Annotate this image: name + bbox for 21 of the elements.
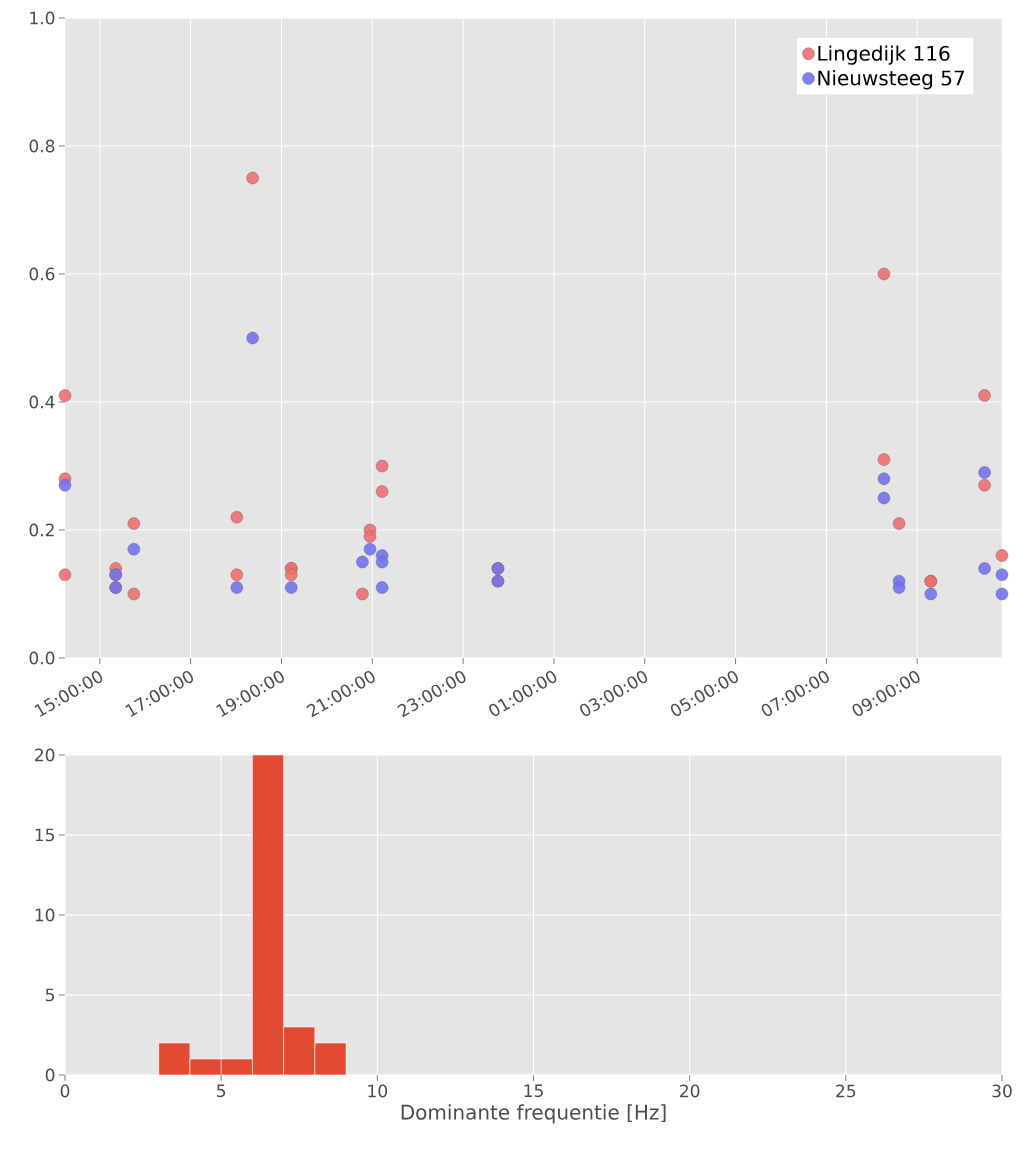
y-tick-label: 0.0 [29, 651, 55, 665]
y-tick-label: 0.8 [29, 139, 55, 153]
legend-label: Nieuwsteeg 57 [818, 70, 964, 90]
y-tick-label: 0.4 [29, 395, 55, 409]
x-tick-label: 20 [680, 1084, 700, 1098]
y-tick-label: 0.6 [29, 267, 55, 281]
x-tick-label: 25 [836, 1084, 856, 1098]
y-tick-label: 0.2 [29, 523, 54, 537]
y-tick-label: 1.0 [30, 11, 55, 25]
y-tick-label: 20 [35, 748, 55, 762]
x-tick-label: 15 [524, 1084, 543, 1098]
y-tick-label: 5 [45, 988, 54, 1002]
y-tick-label: 10 [35, 908, 55, 922]
y-tick-label: 15 [35, 828, 54, 842]
x-axis-title: Dominante frequentie [Hz] [401, 1104, 666, 1124]
x-tick-label: 5 [217, 1084, 226, 1098]
x-tick-label: 0 [60, 1084, 70, 1098]
y-tick-label: 0 [45, 1068, 55, 1082]
x-tick-label: 30 [992, 1084, 1012, 1098]
x-tick-label: 10 [368, 1084, 388, 1098]
legend-label: Lingedijk 116 [818, 45, 950, 65]
